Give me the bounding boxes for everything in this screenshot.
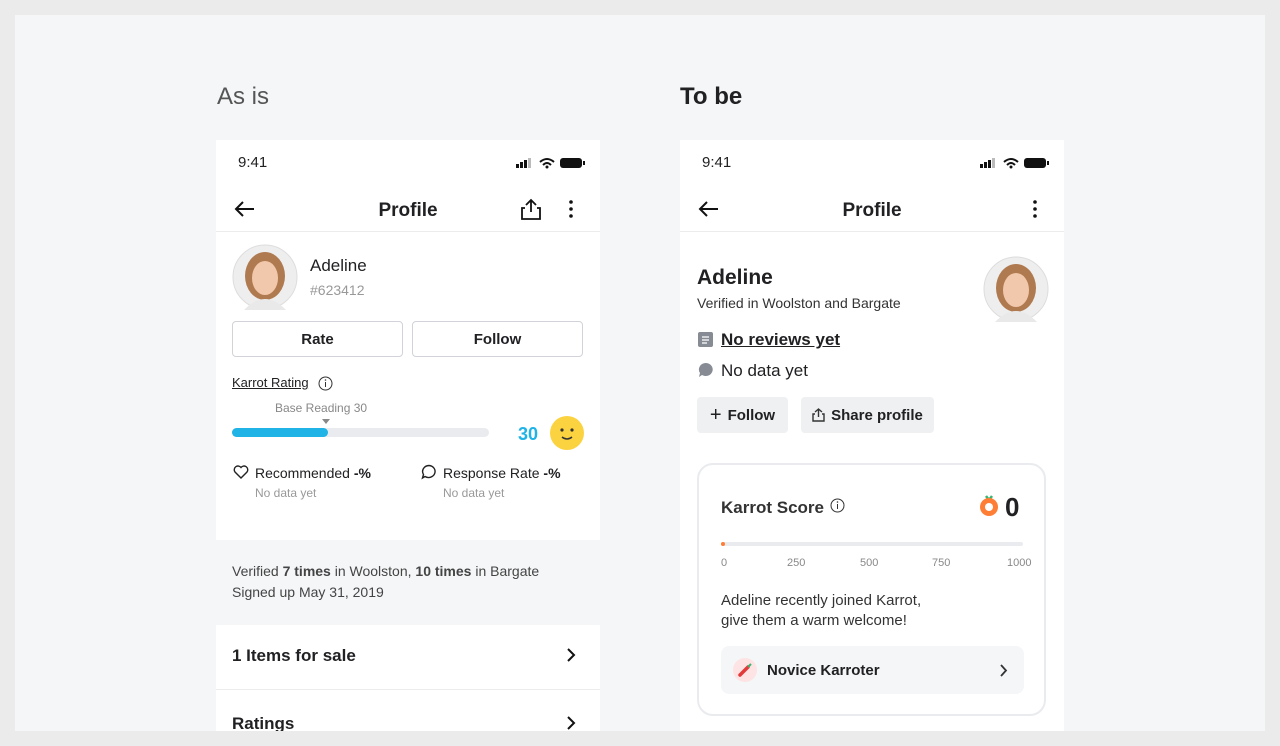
avatar: [232, 244, 298, 310]
status-icons: [516, 158, 585, 169]
stat-note: No data yet: [443, 486, 505, 500]
text: 10 times: [415, 563, 472, 579]
score-title: Karrot Score: [721, 498, 824, 517]
more-button[interactable]: [1032, 200, 1038, 218]
score-bar: [721, 542, 1023, 546]
chat-icon: [421, 464, 436, 480]
divider: [216, 231, 600, 232]
chevron: [1000, 664, 1008, 677]
user-id: #623412: [310, 282, 365, 298]
score-tick: 0: [721, 557, 728, 569]
info-section: Verified 7 times in Woolston, 10 times i…: [216, 540, 600, 625]
base-reading: Base Reading 30: [275, 401, 368, 415]
message: give them a warm welcome!: [721, 612, 907, 629]
back-button[interactable]: [698, 200, 720, 218]
follow-button[interactable]: + Follow: [697, 397, 788, 433]
plus-icon: +: [709, 403, 722, 426]
stat-label: Response Rate: [443, 465, 540, 481]
follow-button[interactable]: Follow: [412, 321, 583, 357]
badge-row[interactable]: Novice Karroter: [721, 646, 1024, 694]
score-tick: 500: [860, 557, 879, 569]
nav-title: Profile: [842, 200, 902, 221]
status-time: 9:41: [238, 154, 268, 171]
back-button[interactable]: [234, 200, 256, 218]
divider: [680, 231, 1064, 232]
nav-title: Profile: [378, 200, 438, 221]
response-text: No data yet: [721, 361, 808, 380]
score-value: 0: [1005, 492, 1020, 522]
label: Follow: [727, 406, 776, 424]
rating-bar: [232, 419, 489, 437]
rating-label: Karrot Rating: [232, 375, 309, 390]
stat-value: -%: [543, 465, 561, 481]
stat-label: Response Rate -%: [443, 466, 561, 480]
text: Verified: [232, 563, 283, 579]
info-icon: [830, 498, 845, 513]
text: 7 times: [282, 563, 331, 579]
chevron: [567, 716, 576, 730]
divider: [216, 689, 600, 690]
rating-value: 30: [518, 424, 539, 444]
verified-line: Verified in Woolston and Bargate: [697, 295, 901, 311]
message: Adeline recently joined Karrot,: [721, 592, 922, 609]
stat-value: -%: [353, 465, 371, 481]
score-card: Karrot Score 0 0 250 500 750 1000 Adeline re…: [697, 463, 1046, 716]
phone-to-be: 9:41 Profile Adeline Verified in Woolsto…: [680, 140, 1064, 731]
stage: As is To be 9:41 Profile Adeline #623412…: [15, 15, 1265, 731]
stat-note: No data yet: [255, 486, 317, 500]
text: in Woolston,: [330, 563, 416, 579]
reviews-link[interactable]: No reviews yet: [721, 330, 841, 349]
review-icon: [698, 332, 713, 347]
menu-item[interactable]: Ratings: [232, 714, 295, 731]
share-icon: [812, 408, 825, 422]
verified-line: Verified 7 times in Woolston, 10 times i…: [232, 564, 539, 578]
menu-item[interactable]: 1 Items for sale: [232, 646, 356, 665]
chat-icon: [698, 362, 713, 377]
phone-as-is: 9:41 Profile Adeline #623412 Rate Follow…: [216, 140, 600, 731]
label: Share profile: [831, 406, 923, 424]
score-tick: 250: [787, 557, 806, 569]
user-name: Adeline: [697, 266, 773, 289]
status-time: 9:41: [702, 154, 732, 171]
more-button[interactable]: [568, 200, 574, 218]
heart-icon: [233, 465, 249, 479]
share-button[interactable]: [521, 198, 541, 220]
share-button[interactable]: Share profile: [801, 397, 934, 433]
signed-up: Signed up May 31, 2019: [232, 584, 384, 600]
avatar: [983, 256, 1049, 322]
info-icon: [318, 376, 333, 391]
text: in Bargate: [471, 563, 540, 579]
caption: As is: [217, 83, 270, 110]
score-tick: 1000: [1007, 557, 1032, 569]
caption: To be: [680, 83, 743, 110]
smiley: [550, 416, 584, 450]
status-icons: [980, 158, 1049, 169]
stat-label: Recommended: [255, 465, 350, 481]
rate-button[interactable]: Rate: [232, 321, 403, 357]
badge-label: Novice Karroter: [767, 662, 880, 679]
carrot-icon: [980, 495, 998, 516]
user-name: Adeline: [310, 256, 367, 275]
chevron: [567, 648, 576, 662]
score-tick: 750: [932, 557, 951, 569]
badge-icon: [733, 658, 757, 682]
stat-label: Recommended -%: [255, 466, 371, 480]
